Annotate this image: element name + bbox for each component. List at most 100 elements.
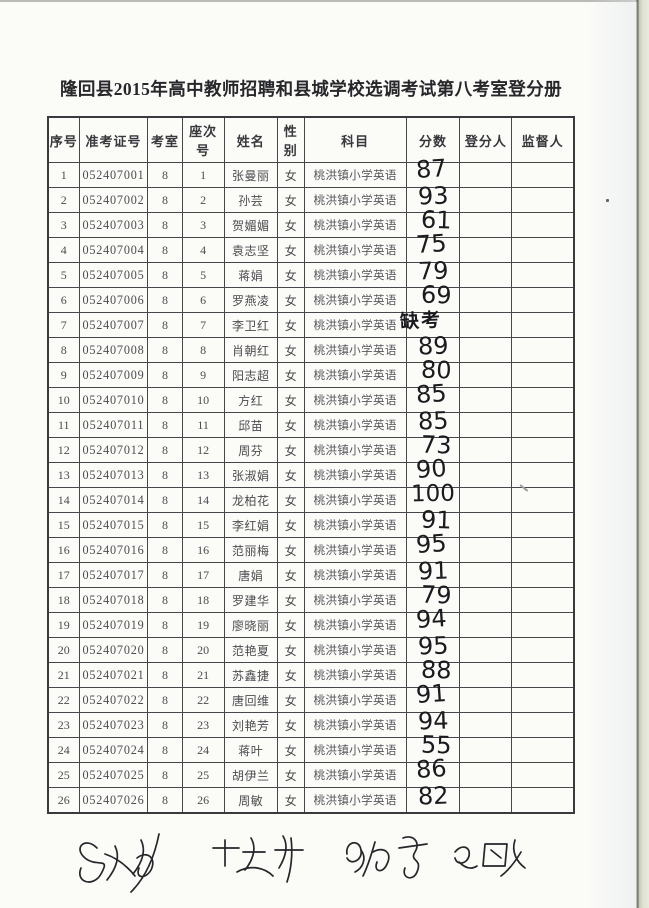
scan-shading <box>588 0 636 908</box>
cell-gender: 女 <box>276 262 305 288</box>
cell-subject: 桃洪镇小学英语 <box>303 487 407 513</box>
cell-subject: 桃洪镇小学英语 <box>303 562 407 588</box>
cell-name: 袁志坚 <box>223 237 278 263</box>
cell-room: 8 <box>147 462 183 488</box>
table-row: 18 052407018 8 18 罗建华 女 桃洪镇小学英语 79 <box>47 580 575 613</box>
table-row: 3 052407003 8 3 贺媚媚 女 桃洪镇小学英语 61 <box>47 205 575 238</box>
cell-recorder <box>459 712 513 738</box>
cell-supervisor <box>511 737 575 763</box>
cell-recorder <box>459 637 513 663</box>
cell-gender: 女 <box>276 337 305 363</box>
cell-name: 李卫红 <box>223 312 278 338</box>
cell-supervisor <box>511 187 575 213</box>
header-ticket: 准考证号 <box>78 116 149 163</box>
cell-serial: 1 <box>47 162 80 188</box>
cell-ticket: 052407021 <box>78 662 149 688</box>
cell-seat: 5 <box>181 262 225 288</box>
table-row: 26 052407026 8 26 周敏 女 桃洪镇小学英语 82 <box>47 781 575 814</box>
cell-score: 86 <box>405 754 461 788</box>
cell-seat: 14 <box>181 487 225 513</box>
header-subject: 科目 <box>303 116 407 163</box>
cell-supervisor <box>511 412 575 438</box>
cell-gender: 女 <box>276 462 305 488</box>
cell-name: 刘艳芳 <box>223 712 278 738</box>
cell-ticket: 052407004 <box>78 237 149 263</box>
cell-name: 周芬 <box>223 437 278 463</box>
cell-room: 8 <box>147 262 183 288</box>
cell-serial: 13 <box>47 462 80 488</box>
cell-room: 8 <box>147 787 183 814</box>
cell-ticket: 052407006 <box>78 287 149 313</box>
cell-score: 79 <box>405 256 461 288</box>
handwritten-score: 86 <box>414 753 448 785</box>
table-row: 13 052407013 8 13 张淑娟 女 桃洪镇小学英语 90 <box>47 454 575 488</box>
cell-supervisor <box>511 512 575 538</box>
cell-recorder <box>459 612 513 638</box>
cell-seat: 6 <box>181 287 225 313</box>
cell-room: 8 <box>147 637 183 663</box>
table-row: 15 052407015 8 15 李红娟 女 桃洪镇小学英语 91 <box>47 505 575 538</box>
cell-gender: 女 <box>276 787 305 814</box>
cell-serial: 12 <box>47 437 80 463</box>
cell-score: 89 <box>405 331 461 363</box>
cell-serial: 22 <box>47 687 80 713</box>
cell-seat: 16 <box>181 537 225 563</box>
cell-room: 8 <box>147 487 183 513</box>
header-gender: 性别 <box>276 116 305 163</box>
cell-supervisor <box>511 212 575 238</box>
cell-name: 蒋娟 <box>223 262 278 288</box>
cell-serial: 5 <box>47 262 80 288</box>
cell-seat: 23 <box>181 712 225 738</box>
table-row: 16 052407016 8 16 范丽梅 女 桃洪镇小学英语 95 <box>47 529 575 563</box>
cell-seat: 8 <box>181 337 225 363</box>
cell-gender: 女 <box>276 637 305 663</box>
cell-seat: 10 <box>181 387 225 413</box>
table-row: 4 052407004 8 4 袁志坚 女 桃洪镇小学英语 75 <box>47 229 575 263</box>
cell-ticket: 052407001 <box>78 162 149 188</box>
table-row: 24 052407024 8 24 蒋叶 女 桃洪镇小学英语 55 <box>47 730 575 763</box>
table-row: 9 052407009 8 9 阳志超 女 桃洪镇小学英语 80 <box>47 355 575 388</box>
cell-name: 李红娟 <box>223 512 278 538</box>
cell-seat: 26 <box>181 787 225 814</box>
cell-room: 8 <box>147 587 183 613</box>
table-row: 11 052407011 8 11 邱苗 女 桃洪镇小学英语 85 <box>47 406 575 438</box>
cell-serial: 2 <box>47 187 80 213</box>
cell-ticket: 052407003 <box>78 212 149 238</box>
cell-recorder <box>459 512 513 538</box>
handwritten-score: 75 <box>414 228 448 260</box>
cell-seat: 11 <box>181 412 225 438</box>
cell-score: 69 <box>405 280 461 313</box>
cell-ticket: 052407022 <box>78 687 149 713</box>
score-table: 序号 准考证号 考室 座次号 姓名 性别 科目 分数 登分人 监督人 1 052… <box>47 116 575 814</box>
header-row: 序号 准考证号 考室 座次号 姓名 性别 科目 分数 登分人 监督人 <box>47 116 575 163</box>
cell-room: 8 <box>147 237 183 263</box>
cell-subject: 桃洪镇小学英语 <box>303 162 407 188</box>
handwritten-score: 91 <box>414 678 448 710</box>
cell-seat: 19 <box>181 612 225 638</box>
cell-supervisor <box>511 362 575 388</box>
cell-name: 张曼丽 <box>223 162 278 188</box>
cell-name: 阳志超 <box>223 362 278 388</box>
cell-recorder <box>459 262 513 288</box>
cell-supervisor <box>511 562 575 588</box>
cell-recorder <box>459 212 513 238</box>
cell-serial: 14 <box>47 487 80 513</box>
cell-recorder <box>459 387 513 413</box>
cell-name: 张淑娟 <box>223 462 278 488</box>
cell-supervisor <box>511 612 575 638</box>
cell-gender: 女 <box>276 537 305 563</box>
cell-recorder <box>459 737 513 763</box>
cell-seat: 7 <box>181 312 225 338</box>
table-row: 8 052407008 8 8 肖朝红 女 桃洪镇小学英语 89 <box>47 331 575 363</box>
cell-serial: 17 <box>47 562 80 588</box>
cell-serial: 6 <box>47 287 80 313</box>
header-room: 考室 <box>147 116 183 163</box>
cell-ticket: 052407010 <box>78 387 149 413</box>
table-row: 6 052407006 8 6 罗燕凌 女 桃洪镇小学英语 69 <box>47 280 575 313</box>
cell-serial: 8 <box>47 337 80 363</box>
cell-seat: 24 <box>181 737 225 763</box>
cell-gender: 女 <box>276 762 305 788</box>
cell-room: 8 <box>147 312 183 338</box>
cell-gender: 女 <box>276 737 305 763</box>
cell-subject: 桃洪镇小学英语 <box>303 437 407 463</box>
